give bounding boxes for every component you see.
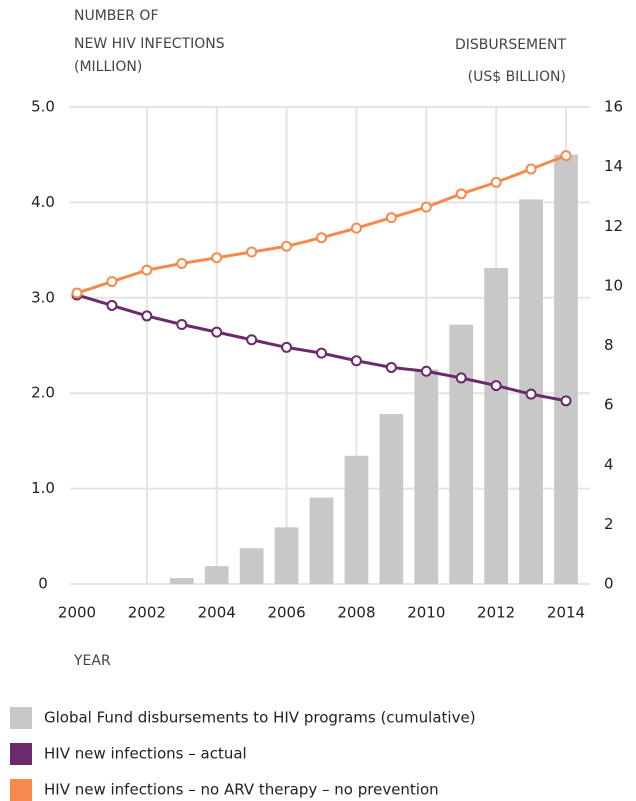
point: [455, 372, 467, 384]
point: [455, 188, 467, 200]
y2-tick-label: 6: [604, 396, 614, 414]
y2-tick-label: 4: [604, 455, 614, 473]
y2-tick-label: 0: [604, 575, 614, 593]
x-tick-label: 2008: [337, 604, 375, 622]
point: [246, 334, 258, 346]
point: [490, 176, 502, 188]
y2-axis-label: DISBURSEMENT: [455, 37, 567, 53]
y-axis-label: NEW HIV INFECTIONS: [74, 36, 225, 52]
x-tick-label: 2002: [128, 604, 166, 622]
point: [106, 276, 118, 288]
y-tick-label: 0: [38, 575, 48, 593]
y2-axis-label: (US$ BILLION): [468, 69, 566, 85]
point: [316, 232, 327, 244]
point: [176, 257, 188, 269]
point: [106, 299, 118, 311]
x-tick-label: 2012: [477, 604, 515, 622]
point: [141, 264, 153, 276]
point: [385, 212, 397, 224]
point: [560, 395, 572, 407]
legend-swatch: [10, 743, 32, 765]
x-tick-label: 2004: [198, 604, 236, 622]
bar: [344, 455, 369, 584]
y-axis-label: NUMBER OF: [74, 8, 159, 24]
point: [490, 380, 502, 392]
y2-tick-label: 12: [604, 217, 623, 235]
y-tick-label: 4.0: [31, 193, 55, 211]
y2-tick-label: 16: [604, 98, 623, 116]
point: [176, 319, 188, 331]
bar: [449, 324, 474, 584]
point: [525, 163, 537, 175]
y-tick-label: 1.0: [31, 479, 55, 497]
point: [420, 201, 432, 213]
y-axis-label: (MILLION): [74, 59, 142, 75]
y2-tick-label: 10: [604, 276, 623, 294]
bar: [169, 578, 194, 584]
x-axis-label: YEAR: [73, 653, 111, 669]
point: [246, 246, 258, 258]
bar: [274, 527, 299, 584]
bar: [379, 414, 404, 584]
x-tick-label: 2000: [58, 604, 96, 622]
point: [281, 240, 293, 252]
point: [350, 355, 362, 367]
bar: [414, 369, 439, 584]
x-tick-label: 2014: [547, 604, 585, 622]
y-tick-label: 2.0: [31, 384, 55, 402]
y2-tick-label: 2: [604, 515, 614, 533]
point: [211, 326, 223, 338]
point: [71, 287, 83, 299]
point: [141, 310, 153, 322]
legend-swatch: [10, 707, 32, 729]
x-tick-label: 2010: [407, 604, 445, 622]
point: [316, 347, 327, 359]
point: [525, 388, 537, 400]
legend-label: HIV new infections – actual: [44, 745, 247, 763]
point: [211, 252, 223, 264]
legend-label: HIV new infections – no ARV therapy – no…: [44, 781, 439, 799]
bar: [239, 548, 264, 584]
point: [560, 150, 572, 162]
point: [281, 341, 293, 353]
y2-tick-label: 8: [604, 336, 614, 354]
point: [385, 361, 397, 373]
x-tick-label: 2006: [267, 604, 305, 622]
point: [350, 222, 362, 234]
legend-swatch: [10, 779, 32, 801]
y-tick-label: 5.0: [31, 98, 55, 116]
bar: [309, 497, 334, 584]
bar: [204, 566, 229, 584]
bar: [554, 154, 578, 584]
y-tick-label: 3.0: [31, 288, 55, 306]
y2-tick-label: 14: [604, 157, 623, 175]
legend-label: Global Fund disbursements to HIV program…: [44, 709, 476, 727]
point: [420, 365, 432, 377]
bar: [484, 267, 509, 584]
